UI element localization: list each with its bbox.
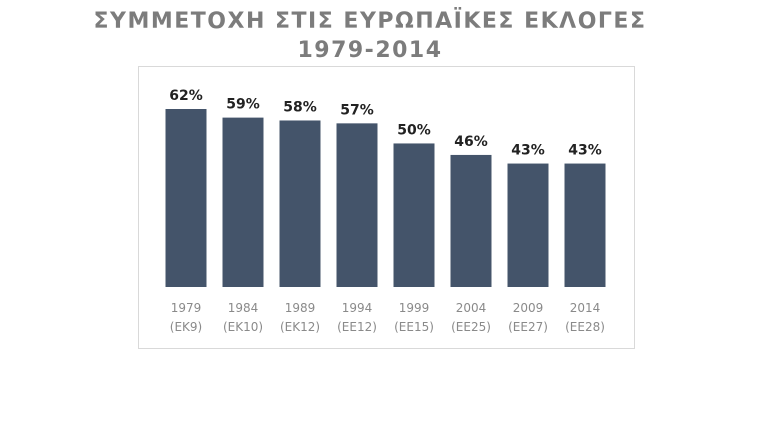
bar-1989 <box>279 120 321 287</box>
bar-2009 <box>507 163 549 287</box>
x-tick-label-1984: 1984 <box>228 301 259 315</box>
data-label-2014: 43% <box>568 143 602 159</box>
bar-2014 <box>564 163 606 287</box>
chart-frame <box>138 66 635 349</box>
data-label-1994: 57% <box>340 102 374 118</box>
x-tick-sublabel-2014: (ΕΕ28) <box>565 320 605 334</box>
x-tick-label-2004: 2004 <box>456 301 487 315</box>
x-tick-sublabel-1999: (ΕΕ15) <box>394 320 434 334</box>
x-tick-label-1979: 1979 <box>171 301 202 315</box>
x-tick-sublabel-1989: (ΕΚ12) <box>280 320 320 334</box>
data-label-2004: 46% <box>454 134 488 150</box>
data-label-1984: 59% <box>226 97 260 113</box>
bar-1999 <box>393 143 435 287</box>
x-tick-label-2009: 2009 <box>513 301 544 315</box>
data-label-1989: 58% <box>283 99 317 115</box>
x-tick-sublabel-1979: (ΕΚ9) <box>170 320 202 334</box>
x-tick-sublabel-2004: (ΕΕ25) <box>451 320 491 334</box>
x-tick-label-1994: 1994 <box>342 301 373 315</box>
bar-1994 <box>336 123 378 288</box>
x-tick-label-2014: 2014 <box>570 301 601 315</box>
chart-title-line-2: 1979-2014 <box>297 38 443 63</box>
x-tick-sublabel-1994: (ΕΕ12) <box>337 320 377 334</box>
chart-title-line-1: ΣΥΜΜΕΤΟΧΗ ΣΤΙΣ ΕΥΡΩΠΑΪΚΕΣ ΕΚΛΟΓΕΣ <box>93 9 647 34</box>
data-label-1979: 62% <box>169 88 203 104</box>
bar-2004 <box>450 154 492 287</box>
data-label-2009: 43% <box>511 143 545 159</box>
x-tick-label-1999: 1999 <box>399 301 430 315</box>
x-tick-label-1989: 1989 <box>285 301 316 315</box>
x-tick-sublabel-2009: (ΕΕ27) <box>508 320 548 334</box>
x-tick-sublabel-1984: (ΕΚ10) <box>223 320 263 334</box>
data-label-1999: 50% <box>397 122 431 138</box>
bar-1984 <box>222 117 264 287</box>
bar-1979 <box>165 109 207 287</box>
